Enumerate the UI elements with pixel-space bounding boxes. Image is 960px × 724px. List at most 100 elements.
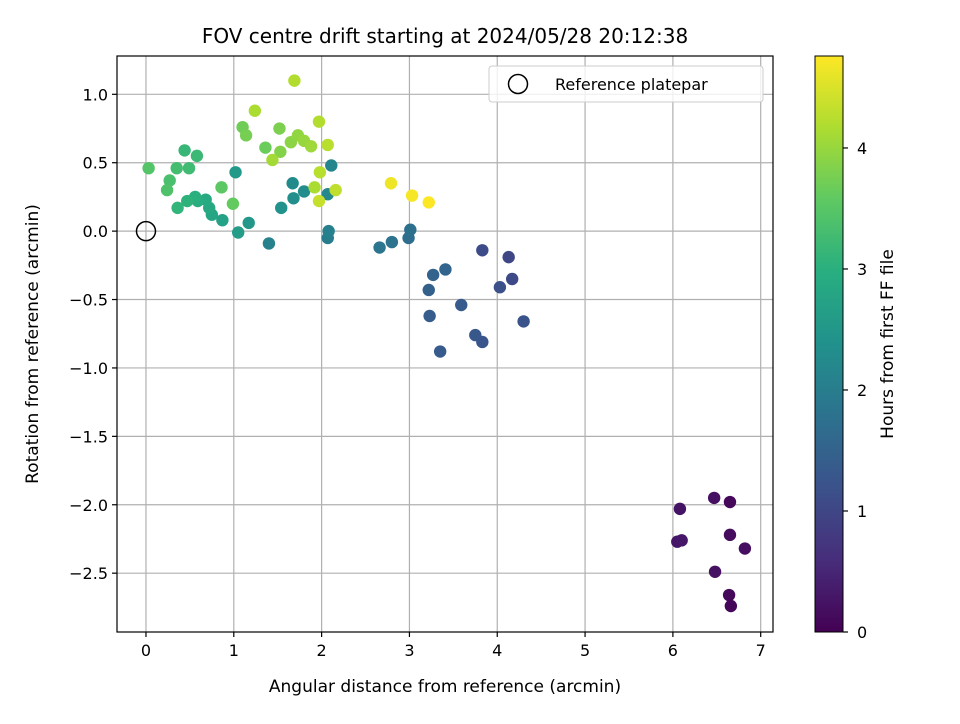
x-tick-label: 6: [668, 641, 678, 660]
data-point: [274, 145, 287, 158]
data-point: [163, 174, 176, 187]
y-tick-label: 0.5: [83, 154, 108, 173]
data-point: [321, 138, 334, 152]
data-point: [325, 159, 338, 172]
data-points: [142, 74, 752, 613]
data-point: [275, 201, 288, 215]
x-tick-label: 3: [404, 641, 414, 660]
grid-lines: [117, 56, 773, 632]
data-point: [178, 144, 191, 157]
legend: Reference platepar: [488, 65, 764, 103]
data-point: [476, 244, 489, 257]
data-point: [439, 263, 452, 276]
data-point: [170, 161, 183, 175]
x-tick-label: 1: [229, 641, 239, 660]
data-point: [190, 149, 204, 163]
x-axis-ticks: 0 1 2 3 4 5 6 7: [141, 632, 766, 660]
data-point: [286, 177, 299, 190]
colorbar-ticks: 0 1 2 3 4: [843, 139, 867, 642]
data-point: [469, 328, 482, 342]
data-point: [287, 192, 300, 205]
y-axis-label: Rotation from reference (arcmin): [23, 204, 43, 484]
data-point: [216, 213, 229, 227]
data-point: [266, 153, 279, 167]
data-point: [273, 122, 286, 135]
data-point: [673, 502, 687, 516]
x-tick-label: 2: [317, 641, 327, 660]
data-point: [182, 161, 196, 175]
y-tick-label: −2.5: [69, 564, 108, 583]
chart-title: FOV centre drift starting at 2024/05/28 …: [202, 24, 688, 48]
x-tick-label: 5: [580, 641, 590, 660]
data-point: [426, 268, 440, 282]
x-axis-label: Angular distance from reference (arcmin): [269, 677, 621, 697]
data-point: [385, 235, 399, 249]
data-point: [171, 201, 184, 215]
data-point: [422, 283, 435, 297]
y-axis-ticks: 1.0 0.5 0.0 −0.5 −1.0 −1.5 −2.0 −2.5: [69, 85, 117, 583]
data-point: [329, 183, 342, 197]
x-tick-label: 4: [492, 641, 502, 660]
plot-frame: [116, 55, 774, 633]
data-point: [322, 224, 335, 238]
data-point: [160, 183, 174, 197]
x-tick-label: 7: [756, 641, 766, 660]
data-point: [722, 588, 736, 602]
y-tick-label: −1.5: [69, 427, 108, 446]
colorbar-tick-label: 0: [857, 623, 867, 642]
data-point: [423, 309, 436, 323]
data-point: [723, 528, 737, 542]
data-point: [259, 141, 272, 154]
data-point: [455, 298, 468, 312]
data-point: [239, 129, 253, 142]
data-point: [384, 177, 398, 190]
data-point: [231, 226, 245, 239]
legend-marker-reference: [507, 73, 529, 95]
data-point: [142, 161, 155, 175]
data-point: [215, 181, 228, 194]
y-tick-label: 0.0: [83, 222, 108, 241]
data-point: [422, 196, 435, 209]
reference-marker-layer: [135, 220, 157, 242]
data-point: [313, 166, 327, 179]
colorbar-tick-label: 1: [857, 502, 867, 521]
data-point: [229, 166, 242, 179]
data-point: [312, 115, 326, 128]
x-tick-label: 0: [141, 641, 151, 660]
data-point: [312, 194, 326, 208]
colorbar: 0 1 2 3 4 Hours from first FF file: [814, 55, 898, 642]
data-point: [675, 534, 688, 547]
data-point: [226, 197, 240, 210]
data-point: [502, 250, 515, 264]
colorbar-gradient: [814, 55, 844, 633]
data-point: [288, 74, 301, 87]
data-point: [738, 542, 752, 555]
data-point: [724, 599, 738, 613]
colorbar-label: Hours from first FF file: [878, 249, 898, 439]
data-point: [181, 194, 194, 208]
data-point: [405, 189, 419, 202]
y-tick-label: −1.0: [69, 359, 108, 378]
data-point: [308, 181, 321, 194]
y-tick-label: 1.0: [83, 85, 108, 104]
data-point: [433, 345, 447, 358]
colorbar-tick-label: 3: [857, 260, 867, 279]
data-point: [297, 185, 311, 198]
legend-label-reference: Reference platepar: [555, 75, 708, 94]
legend-box: [488, 65, 764, 103]
colorbar-tick-label: 2: [857, 381, 867, 400]
data-point: [707, 491, 721, 505]
data-point: [262, 237, 276, 250]
colorbar-tick-label: 4: [857, 139, 867, 158]
y-tick-label: −2.0: [69, 496, 108, 515]
data-point: [373, 241, 386, 254]
y-tick-label: −0.5: [69, 291, 108, 310]
data-point: [723, 495, 737, 509]
data-point: [304, 140, 318, 153]
data-point: [708, 565, 722, 579]
data-point: [248, 104, 262, 117]
data-point: [517, 315, 530, 328]
data-point: [505, 272, 519, 286]
data-point: [493, 281, 507, 294]
